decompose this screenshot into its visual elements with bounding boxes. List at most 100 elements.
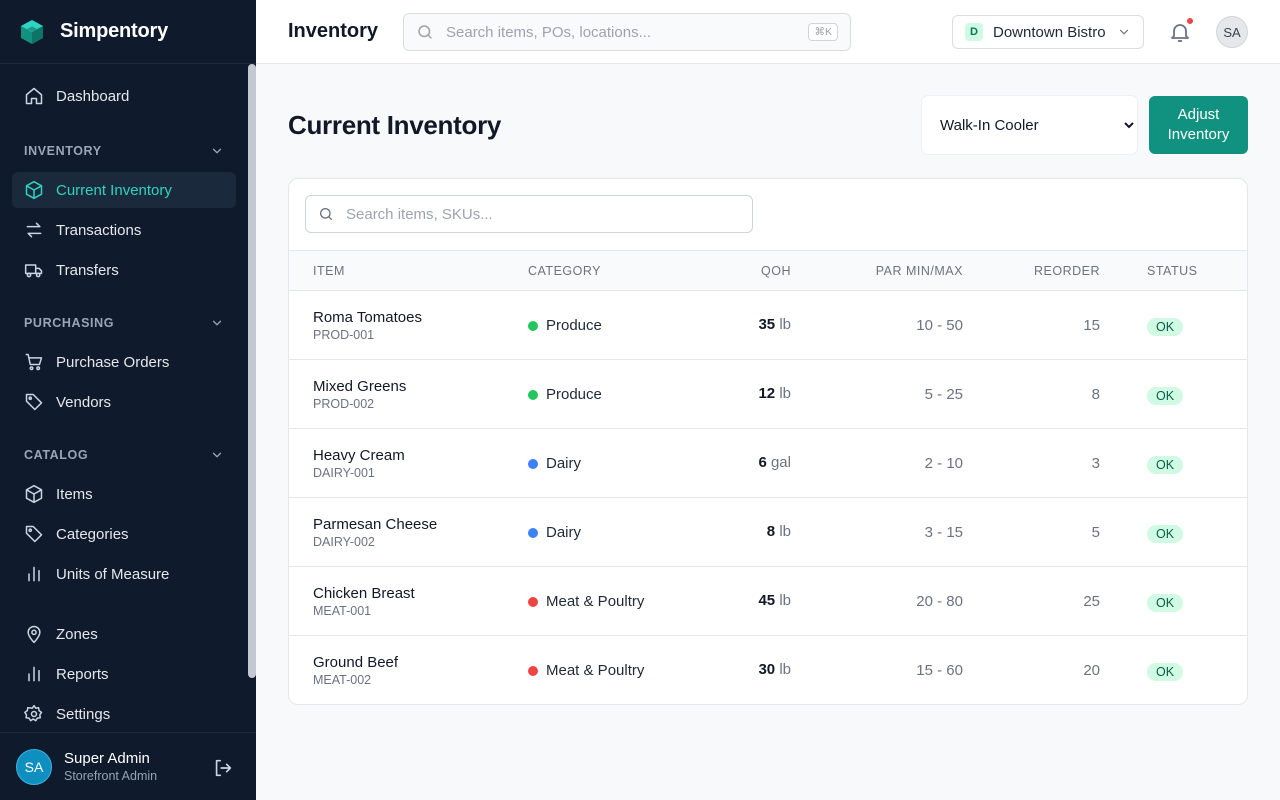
status-badge: OK xyxy=(1147,456,1184,474)
qoh-unit: lb xyxy=(779,661,791,678)
column-header-reorder[interactable]: REORDER xyxy=(1033,264,1100,278)
item-name[interactable]: Heavy Cream xyxy=(313,447,405,464)
sidebar-item-purchase-orders[interactable]: Purchase Orders xyxy=(12,344,236,380)
item-qoh: 6 gal xyxy=(758,454,791,471)
table-header: ITEM CATEGORY QOH PAR MIN/MAX REORDER ST… xyxy=(289,250,1247,291)
sidebar-item-zones[interactable]: Zones xyxy=(12,616,236,652)
item-sku: PROD-002 xyxy=(313,397,375,411)
avatar: SA xyxy=(16,748,52,785)
sidebar-item-dashboard[interactable]: Dashboard xyxy=(12,78,236,114)
column-header-category[interactable]: CATEGORY xyxy=(528,264,601,278)
table-row[interactable]: Mixed Greens PROD-002 Produce 12 lb 5 - 25 8 O… xyxy=(289,360,1247,429)
status-badge: OK xyxy=(1147,387,1184,405)
qoh-unit: lb xyxy=(779,523,791,540)
category-dot xyxy=(528,596,538,607)
column-header-item[interactable]: ITEM xyxy=(313,264,345,278)
sidebar-item-label: Transactions xyxy=(56,221,142,239)
home-icon xyxy=(25,87,43,105)
qoh-value: 30 xyxy=(758,661,776,678)
section-label: INVENTORY xyxy=(24,144,102,158)
tag-icon xyxy=(25,393,43,411)
category-dot xyxy=(528,665,538,676)
zone-select[interactable]: Walk-In Cooler xyxy=(922,96,1137,154)
page-label: Inventory xyxy=(288,20,379,42)
category-label: Dairy xyxy=(546,455,582,472)
global-search-input[interactable] xyxy=(446,23,786,41)
category-label: Produce xyxy=(546,386,602,403)
item-name[interactable]: Roma Tomatoes xyxy=(313,309,422,326)
section-catalog[interactable]: CATALOG xyxy=(24,445,224,465)
item-name[interactable]: Ground Beef xyxy=(313,654,399,671)
section-purchasing[interactable]: PURCHASING xyxy=(24,313,224,333)
section-label: PURCHASING xyxy=(24,316,115,330)
item-name[interactable]: Chicken Breast xyxy=(313,585,415,602)
qoh-unit: lb xyxy=(779,385,791,402)
sidebar-item-units-of-measure[interactable]: Units of Measure xyxy=(12,556,236,592)
logo-cube-icon xyxy=(21,19,43,44)
brand[interactable]: Simpentory xyxy=(0,0,256,64)
shortcut-hint: ⌘K xyxy=(808,23,838,41)
bar-chart-icon xyxy=(28,666,40,682)
user-profile[interactable]: SA Super Admin Storefront Admin xyxy=(0,732,256,800)
sidebar-item-vendors[interactable]: Vendors xyxy=(12,384,236,420)
logout-icon[interactable] xyxy=(212,757,234,779)
item-reorder: 15 xyxy=(1083,317,1100,334)
chevron-down-icon xyxy=(1119,29,1129,35)
search-icon xyxy=(320,208,332,220)
sidebar-item-settings[interactable]: Settings xyxy=(12,696,236,732)
box-icon xyxy=(25,180,43,200)
item-par: 10 - 50 xyxy=(916,317,963,334)
table-row[interactable]: Roma Tomatoes PROD-001 Produce 35 lb 10 - 50… xyxy=(289,291,1247,360)
item-category: Produce xyxy=(528,317,602,334)
sidebar-nav: Dashboard INVENTORY Current Inventory Tr… xyxy=(0,64,256,732)
sidebar-item-label: Units of Measure xyxy=(56,565,170,583)
bar-chart-icon xyxy=(28,566,40,582)
qoh-value: 6 xyxy=(758,454,767,471)
global-search[interactable]: ⌘K xyxy=(403,13,851,51)
sidebar-item-transactions[interactable]: Transactions xyxy=(12,212,236,248)
inventory-table-card: ITEM CATEGORY QOH PAR MIN/MAX REORDER ST… xyxy=(288,178,1248,705)
tag-icon xyxy=(25,525,43,543)
sidebar-item-current-inventory[interactable]: Current Inventory xyxy=(12,172,236,208)
notification-dot xyxy=(1186,17,1194,25)
sidebar-item-reports[interactable]: Reports xyxy=(12,656,236,692)
table-row[interactable]: Parmesan Cheese DAIRY-002 Dairy 8 lb 3 - 15 5… xyxy=(289,498,1247,567)
table-row[interactable]: Chicken Breast MEAT-001 Meat & Poultry 45 l… xyxy=(289,567,1247,636)
section-inventory[interactable]: INVENTORY xyxy=(24,141,224,161)
table-row[interactable]: Ground Beef MEAT-002 Meat & Poultry 30 lb 15… xyxy=(289,636,1247,704)
column-header-qoh[interactable]: QOH xyxy=(761,264,791,278)
status-badge: OK xyxy=(1147,594,1184,612)
item-sku: MEAT-001 xyxy=(313,604,372,618)
item-par: 15 - 60 xyxy=(916,662,963,679)
column-header-par[interactable]: PAR MIN/MAX xyxy=(875,264,963,278)
item-sku: DAIRY-001 xyxy=(313,466,375,480)
item-name[interactable]: Parmesan Cheese xyxy=(313,516,438,533)
adjust-inventory-button[interactable]: Adjust Inventory xyxy=(1149,96,1248,154)
column-header-status[interactable]: STATUS xyxy=(1147,264,1198,278)
table-row[interactable]: Heavy Cream DAIRY-001 Dairy 6 gal 2 - 10 3 OK xyxy=(289,429,1247,498)
item-reorder: 20 xyxy=(1083,662,1100,679)
cart-icon xyxy=(25,353,43,371)
header-avatar[interactable]: SA xyxy=(1216,16,1248,48)
item-name[interactable]: Mixed Greens xyxy=(313,378,407,395)
sidebar-item-label: Reports xyxy=(56,665,109,683)
table-search[interactable] xyxy=(305,195,753,233)
item-qoh: 12 lb xyxy=(758,385,791,402)
qoh-value: 35 xyxy=(758,316,776,333)
sidebar-item-categories[interactable]: Categories xyxy=(12,516,236,552)
chevron-down-icon xyxy=(212,148,222,154)
item-qoh: 30 lb xyxy=(758,661,791,678)
sidebar-item-transfers[interactable]: Transfers xyxy=(12,252,236,288)
category-dot xyxy=(528,389,538,400)
gear-icon xyxy=(24,704,43,722)
qoh-unit: lb xyxy=(779,592,791,609)
bell-icon[interactable] xyxy=(1168,20,1192,44)
table-search-input[interactable] xyxy=(346,205,726,223)
location-badge: D xyxy=(965,23,983,41)
location-selector[interactable]: D Downtown Bistro xyxy=(952,15,1144,49)
chevron-down-icon xyxy=(212,452,222,458)
sidebar-item-items[interactable]: Items xyxy=(12,476,236,512)
item-sku: DAIRY-002 xyxy=(313,535,375,549)
sidebar-scrollbar[interactable] xyxy=(248,64,256,678)
item-sku: MEAT-002 xyxy=(313,673,372,687)
